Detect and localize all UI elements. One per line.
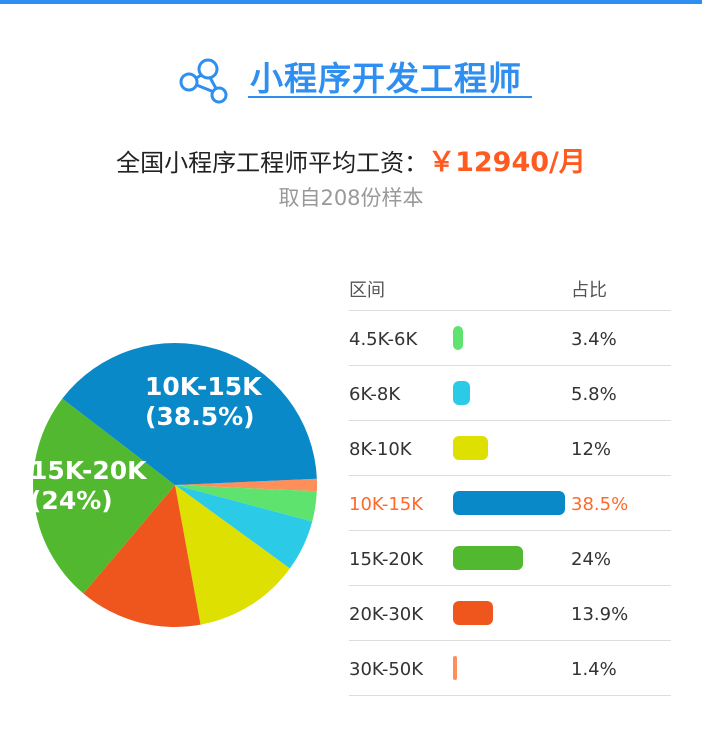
row-percent-label: 3.4%: [571, 329, 617, 350]
row-bar: [453, 326, 463, 350]
pie-slice-30k-50k: [175, 478, 318, 492]
pie-label-range: 15K-20K: [30, 456, 147, 485]
molecule-icon: [179, 58, 228, 104]
pie-slice-20k-30k: [83, 485, 201, 627]
row-range-label: 6K-8K: [349, 384, 401, 405]
pie-data-label: 15K-20K (24%): [30, 456, 147, 516]
sample-size-note: 取自208份样本: [278, 186, 424, 210]
column-header-share: 占比: [571, 280, 607, 301]
column-header-range: 区间: [349, 280, 385, 301]
pie-slice-4-5k-6k: [175, 485, 317, 522]
pie-slice-8k-10k: [175, 485, 290, 625]
row-bar: [453, 436, 488, 460]
row-percent-label: 12%: [571, 439, 612, 460]
pie-slice-10k-15k: [62, 343, 317, 485]
salary-distribution-table: 区间 占比 4.5K-6K 3.4% 6K-8K 5.8% 8K-10K 12% 10K-1…: [349, 268, 671, 696]
pie-label-percent: (24%): [30, 486, 113, 515]
pie-data-label: 10K-15K (38.5%): [145, 372, 262, 432]
pie-slice-15k-20k: [33, 398, 175, 594]
row-range-label: 8K-10K: [349, 439, 412, 460]
title-underline: [248, 96, 532, 98]
table-row: 4.5K-6K 3.4%: [349, 311, 671, 366]
table-row: 8K-10K 12%: [349, 421, 671, 476]
table-row: 30K-50K 1.4%: [349, 641, 671, 696]
top-accent-bar: [0, 0, 702, 4]
average-salary-label: 全国小程序工程师平均工资：: [116, 149, 429, 177]
row-range-label: 20K-30K: [349, 604, 424, 625]
pie-label-range: 10K-15K: [145, 372, 262, 401]
average-salary-value: ￥12940/月: [428, 147, 586, 178]
row-percent-label: 24%: [571, 549, 612, 570]
row-range-label: 15K-20K: [349, 549, 424, 570]
row-range-label: 30K-50K: [349, 659, 424, 680]
row-percent-label: 38.5%: [571, 494, 629, 515]
table-row: 6K-8K 5.8%: [349, 366, 671, 421]
table-row: 20K-30K 13.9%: [349, 586, 671, 641]
row-bar: [453, 656, 457, 680]
row-bar: [453, 546, 523, 570]
row-bar: [453, 381, 470, 405]
title-block: 小程序开发工程师: [0, 48, 702, 104]
table-body: 4.5K-6K 3.4% 6K-8K 5.8% 8K-10K 12% 10K-15K 38.5…: [349, 311, 671, 696]
salary-pie-chart: [33, 343, 318, 627]
row-percent-label: 13.9%: [571, 604, 629, 625]
row-bar: [453, 491, 565, 515]
row-bar: [453, 601, 493, 625]
table-row: 15K-20K 24%: [349, 531, 671, 586]
pie-label-percent: (38.5%): [145, 402, 255, 431]
table-header: 区间 占比: [349, 268, 671, 311]
page-title: 小程序开发工程师: [250, 59, 522, 98]
row-range-label: 4.5K-6K: [349, 329, 418, 350]
table-row: 10K-15K 38.5%: [349, 476, 671, 531]
row-range-label: 10K-15K: [349, 494, 424, 515]
average-salary-line: 全国小程序工程师平均工资：￥12940/月: [0, 140, 702, 179]
row-percent-label: 1.4%: [571, 659, 617, 680]
pie-slice-6k-8k: [175, 485, 313, 569]
row-percent-label: 5.8%: [571, 384, 617, 405]
